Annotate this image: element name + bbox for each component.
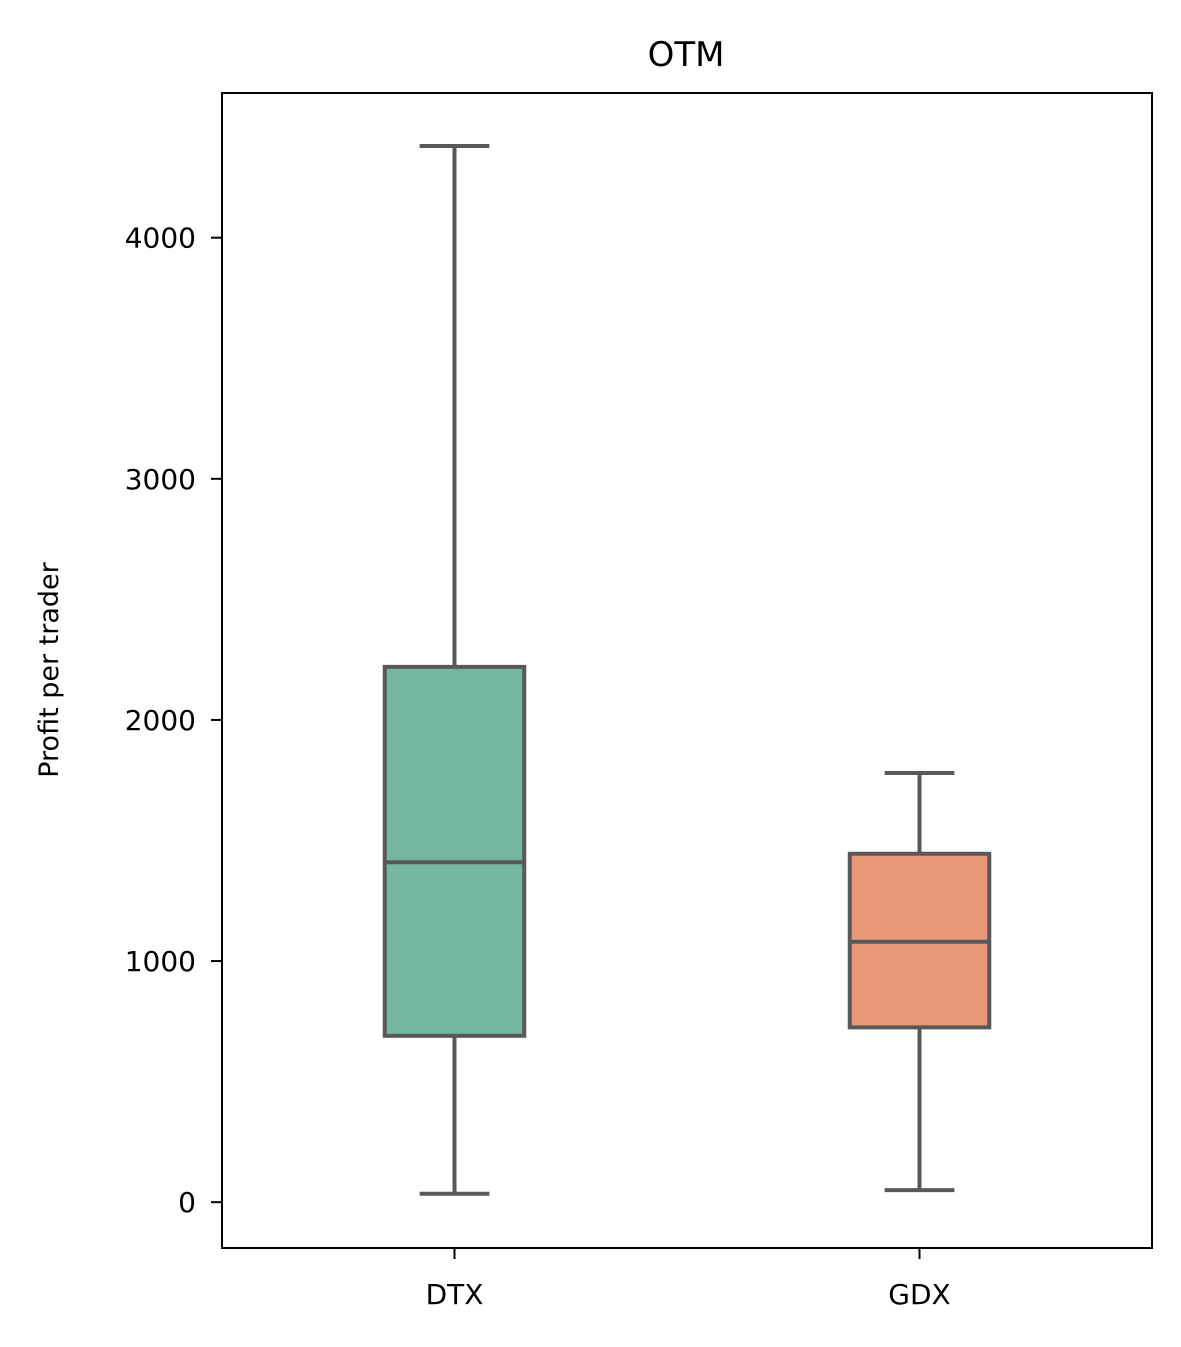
box-dtx (382, 144, 527, 1196)
chart-title: OTM (648, 35, 725, 75)
x-axis: DTX GDX (426, 1248, 951, 1311)
box-body (382, 664, 527, 1038)
plot-area (382, 144, 992, 1196)
y-axis-label: Profit per trader (34, 561, 65, 777)
plot-frame (221, 92, 1153, 1249)
y-axis: 0 1000 2000 3000 4000 (125, 222, 222, 1219)
y-tick-label: 1000 (125, 945, 196, 978)
y-tick-label: 4000 (125, 222, 196, 255)
box-gdx (847, 770, 992, 1193)
x-tick-label: GDX (888, 1278, 950, 1311)
y-tick-label: 0 (178, 1186, 196, 1219)
y-tick-label: 2000 (125, 704, 196, 737)
y-tick-label: 3000 (125, 463, 196, 496)
x-tick-label: DTX (426, 1278, 484, 1311)
